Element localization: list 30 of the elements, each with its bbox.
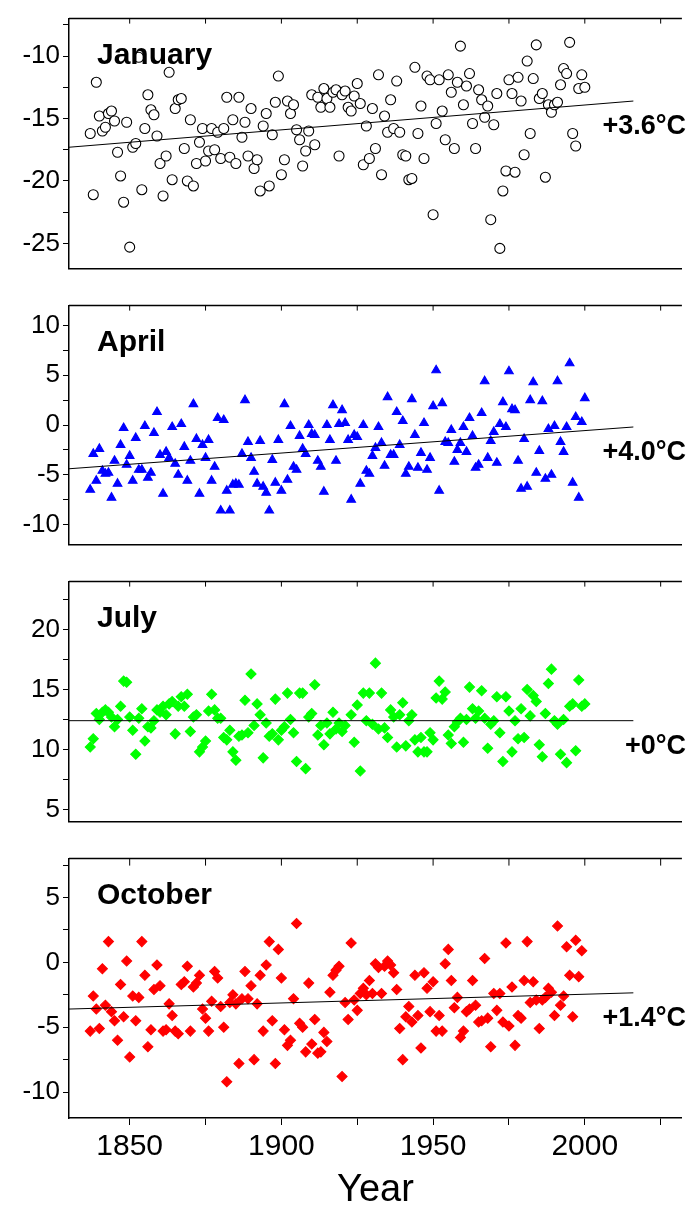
y-tick-label: 15 — [31, 672, 60, 703]
y-tick-label: 0 — [45, 408, 60, 439]
text: July — [97, 599, 158, 633]
annotation: +0°C — [624, 730, 686, 761]
text: January — [97, 36, 213, 70]
y-tick-label: -25 — [22, 226, 60, 257]
y-tick-label: -5 — [36, 1010, 60, 1041]
annotation: +4.0°C — [602, 436, 686, 467]
y-tick-label: -20 — [22, 164, 60, 195]
y-tick-label: 5 — [45, 792, 60, 823]
y-tick-label: 10 — [31, 732, 60, 763]
x-axis-title: Year — [337, 1166, 415, 1209]
y-tick-label: -10 — [22, 39, 60, 70]
y-tick-label: 0 — [45, 945, 60, 976]
text: October — [97, 876, 213, 910]
y-tick-label: 5 — [45, 358, 60, 389]
annotation: +1.4°C — [602, 1002, 686, 1033]
y-tick-label: 5 — [45, 880, 60, 911]
text: April — [97, 323, 166, 357]
y-tick-label: -10 — [22, 507, 60, 538]
y-tick-label: -15 — [22, 101, 60, 132]
x-tick-label: 1850 — [96, 1128, 164, 1162]
x-tick-label: 2000 — [551, 1128, 619, 1162]
x-tick-label: 1900 — [248, 1128, 315, 1162]
y-tick-label: -5 — [36, 457, 60, 488]
y-tick-label: 10 — [31, 308, 60, 339]
annotation: +3.6°C — [602, 110, 686, 141]
y-tick-label: 20 — [31, 612, 60, 643]
y-tick-label: -10 — [22, 1075, 60, 1106]
x-tick-label: 1950 — [399, 1128, 467, 1162]
